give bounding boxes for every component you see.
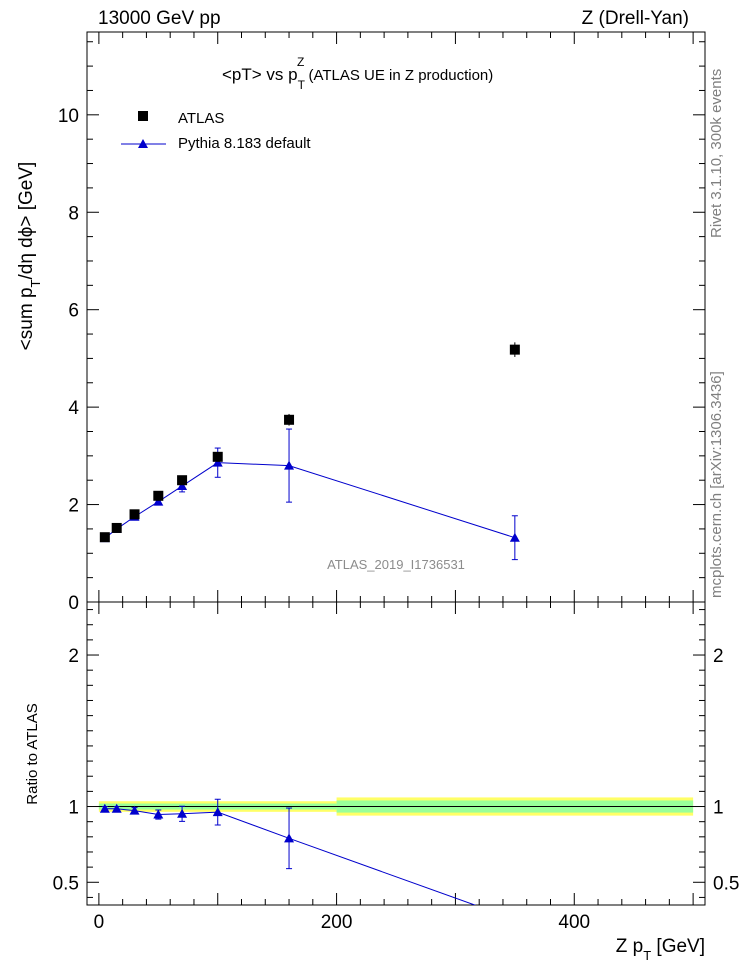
legend-marker-atlas (138, 111, 148, 121)
chart-title-sup: Z (297, 55, 304, 69)
x-tick-label-0: 0 (94, 912, 105, 933)
atlas-point (509, 344, 520, 355)
chart-title-main: <pT> vs p (222, 65, 298, 84)
header-left-label: 13000 GeV pp (98, 8, 221, 29)
atlas-point (177, 475, 188, 486)
pythia-point (177, 481, 188, 491)
ratio-plot-frame (86, 601, 706, 906)
y-tick-label-8: 8 (68, 203, 79, 224)
ratio-y-tick-label-0_5: 0.5 (53, 873, 79, 894)
y-axis-label: <sum pT/dη dϕ> [GeV] (16, 162, 43, 351)
atlas-point (99, 532, 110, 543)
ratio-pythia-point (99, 803, 110, 813)
atlas-point (129, 509, 140, 520)
legend-label-atlas: ATLAS (178, 110, 224, 127)
ratio-pythia-point (111, 803, 122, 813)
y-tick-label-6: 6 (68, 301, 79, 322)
ratio-y-tick-label-1: 1 (68, 798, 79, 819)
main-data-group (99, 342, 520, 561)
x-tick-label-200: 200 (321, 912, 353, 933)
chart-title-sub: T (298, 78, 306, 92)
pythia-point (153, 496, 164, 506)
y-tick-label-4: 4 (68, 398, 79, 419)
legend-marker-pythia (138, 139, 148, 148)
ratio-pythia-line (104, 808, 477, 905)
y-axis-label-part-1: T (28, 279, 43, 287)
atlas-point (111, 522, 122, 533)
y-tick-label-0: 0 (68, 593, 79, 614)
ratio-y-tick-label-right-2: 2 (713, 646, 724, 667)
y-tick-label-10: 10 (58, 106, 79, 127)
atlas-point (212, 451, 223, 462)
chart-title: <pT> vs pTZ (ATLAS UE in Z production) (222, 55, 493, 92)
header-right-label: Z (Drell-Yan) (581, 8, 689, 29)
ratio-pythia-point (153, 809, 164, 819)
pythia-line (104, 462, 515, 539)
ratio-y-axis-label: Ratio to ATLAS (24, 703, 41, 804)
x-axis-label-part-1: T (643, 948, 651, 963)
ratio-pythia-point (284, 833, 295, 843)
x-axis-label-part-2: [GeV] (651, 936, 705, 957)
analysis-watermark: ATLAS_2019_I1736531 (327, 557, 465, 572)
chart-title-rest: (ATLAS UE in Z production) (304, 67, 493, 84)
ratio-pythia-point (129, 805, 140, 815)
x-tick-label-400: 400 (558, 912, 590, 933)
pythia-point (509, 532, 520, 542)
ratio-y-tick-label-2: 2 (68, 646, 79, 667)
legend-label-pythia: Pythia 8.183 default (178, 135, 311, 152)
ratio-data-group (99, 798, 520, 923)
atlas-point (153, 490, 164, 501)
x-axis-label-part-0: Z p (616, 936, 643, 957)
pythia-point (284, 460, 295, 470)
ratio-y-tick-label-right-0_5: 0.5 (713, 873, 739, 894)
atlas-point (284, 414, 295, 425)
y-axis-label-part-0: <sum p (16, 287, 37, 350)
ratio-pythia-point (510, 914, 520, 923)
ratio-pythia-point (212, 807, 223, 817)
x-axis-label: Z pT [GeV] (616, 936, 705, 963)
y-tick-label-2: 2 (68, 496, 79, 517)
ratio-pythia-point (177, 808, 188, 818)
y-axis-label-part-2: /dη dϕ> [GeV] (16, 162, 37, 280)
pythia-point (212, 457, 223, 467)
ratio-y-tick-label-right-1: 1 (713, 798, 724, 819)
